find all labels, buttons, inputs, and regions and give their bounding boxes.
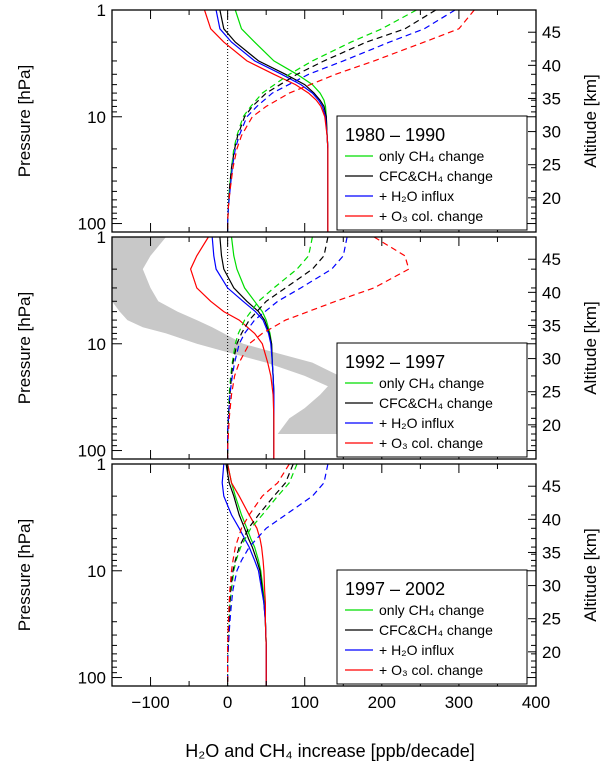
- altitude-tick-label: 40: [542, 283, 561, 302]
- legend-entry: + O₃ col. change: [379, 435, 483, 451]
- series-line-solid: [215, 9, 329, 232]
- legend-entry: CFC&CH₄ change: [379, 395, 493, 411]
- legend-title: 1980 – 1990: [345, 125, 445, 145]
- x-axis-label: H₂O and CH₄ increase [ppb/decade]: [185, 741, 475, 761]
- panel-2: 1 10 100 45 40 35 30 25 20 Pressure [hPa] Altitude…: [15, 228, 600, 461]
- legend-entry: + O₃ col. change: [379, 662, 483, 678]
- legend-entry: + H₂O influx: [379, 188, 454, 204]
- x-tick-label: −100: [131, 693, 169, 712]
- legend-box: [336, 569, 528, 685]
- legend-title: 1992 – 1997: [345, 352, 445, 372]
- x-tick-label: 100: [291, 693, 319, 712]
- x-tick-label: 300: [445, 693, 473, 712]
- altitude-tick-label: 25: [542, 156, 561, 175]
- legend-entry: + H₂O influx: [379, 642, 454, 658]
- series-line-dashed: [227, 463, 290, 686]
- altitude-axis-label: Altitude [km]: [581, 74, 600, 168]
- panel-3: 1 10 100 45 40 35 30 25 20 Pressure [hPa] Altitude…: [15, 455, 600, 688]
- altitude-tick-label: 35: [542, 543, 561, 562]
- legend-box: [336, 115, 528, 231]
- altitude-axis-label: Altitude [km]: [581, 301, 600, 395]
- legend-title: 1997 – 2002: [345, 579, 445, 599]
- legend-box: [336, 342, 528, 458]
- series-line-dashed: [227, 9, 456, 232]
- altitude-tick-label: 35: [542, 89, 561, 108]
- pressure-tick-label: 10: [87, 562, 106, 581]
- shaded-band: [112, 237, 348, 434]
- pressure-tick-label: 100: [78, 669, 106, 688]
- x-tick-label: 200: [368, 693, 396, 712]
- legend-entry: only CH₄ change: [379, 375, 485, 391]
- altitude-tick-label: 20: [542, 643, 561, 662]
- series-line-solid: [225, 463, 267, 686]
- series-line-solid: [234, 9, 329, 232]
- series-line-solid: [203, 9, 329, 232]
- series-line-dashed: [227, 236, 348, 459]
- altitude-tick-label: 30: [542, 350, 561, 369]
- plot-frame: [111, 463, 537, 687]
- series-line-dashed: [227, 463, 329, 686]
- panel-1: 1 10 100 45 40 35 30 25 20 Pressure [hPa] Altitude…: [15, 1, 600, 234]
- pressure-axis-label: Pressure [hPa]: [15, 292, 34, 404]
- plot-frame: [111, 9, 537, 233]
- pressure-tick-label: 10: [87, 335, 106, 354]
- x-tick-label: 0: [223, 693, 232, 712]
- series-line-dashed: [227, 9, 437, 232]
- altitude-tick-label: 40: [542, 56, 561, 75]
- series-line-solid: [219, 9, 329, 232]
- legend-entry: + O₃ col. change: [379, 208, 483, 224]
- series-line-solid: [189, 236, 275, 459]
- legend-entry: + H₂O influx: [379, 415, 454, 431]
- pressure-tick-label: 1: [97, 455, 106, 474]
- pressure-tick-label: 1: [97, 1, 106, 20]
- pressure-axis-label: Pressure [hPa]: [15, 519, 34, 631]
- pressure-tick-label: 100: [78, 215, 106, 234]
- altitude-tick-label: 40: [542, 510, 561, 529]
- pressure-tick-label: 10: [87, 108, 106, 127]
- altitude-tick-label: 30: [542, 123, 561, 142]
- series-line-solid: [221, 463, 267, 686]
- altitude-tick-label: 25: [542, 610, 561, 629]
- series-line-dashed: [227, 463, 298, 686]
- legend-entry: only CH₄ change: [379, 602, 485, 618]
- altitude-axis-label: Altitude [km]: [581, 528, 600, 622]
- plot-frame: [111, 236, 537, 460]
- legend-entry: only CH₄ change: [379, 148, 485, 164]
- x-tick-label: 400: [522, 693, 550, 712]
- series-line-solid: [227, 463, 267, 686]
- pressure-tick-label: 1: [97, 228, 106, 247]
- pressure-tick-label: 100: [78, 442, 106, 461]
- altitude-tick-label: 25: [542, 383, 561, 402]
- altitude-tick-label: 20: [542, 189, 561, 208]
- altitude-tick-label: 45: [542, 23, 561, 42]
- altitude-tick-label: 30: [542, 577, 561, 596]
- altitude-tick-label: 45: [542, 250, 561, 269]
- legend-entry: CFC&CH₄ change: [379, 168, 493, 184]
- series-line-dashed: [227, 463, 294, 686]
- altitude-tick-label: 35: [542, 316, 561, 335]
- series-line-dashed: [227, 236, 410, 459]
- legend-entry: CFC&CH₄ change: [379, 622, 493, 638]
- altitude-tick-label: 45: [542, 477, 561, 496]
- pressure-axis-label: Pressure [hPa]: [15, 65, 34, 177]
- altitude-tick-label: 20: [542, 416, 561, 435]
